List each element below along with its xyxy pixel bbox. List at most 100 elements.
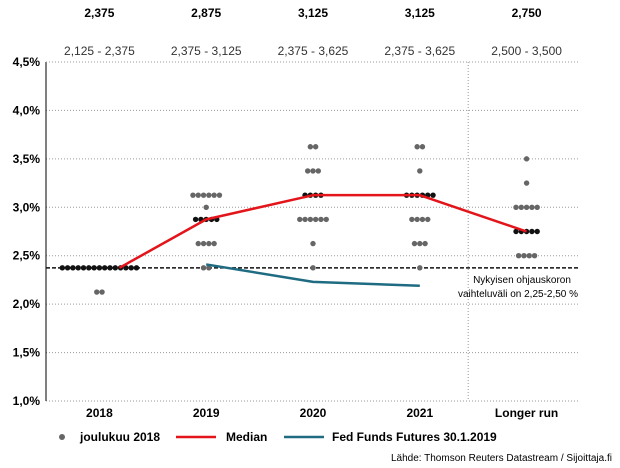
projection-dot bbox=[409, 216, 415, 223]
projection-dot bbox=[307, 216, 314, 223]
projection-dot bbox=[411, 240, 418, 247]
projection-dot bbox=[318, 216, 324, 223]
median-dot bbox=[102, 265, 108, 271]
projection-dot bbox=[417, 168, 423, 174]
header-median: 2,750 bbox=[512, 6, 542, 20]
projection-dot bbox=[422, 240, 428, 247]
median-line bbox=[118, 193, 528, 269]
projection-dot bbox=[200, 240, 207, 247]
annotation-line-2: vaihteluväli on 2,25-2,50 % bbox=[458, 289, 578, 300]
median-dot bbox=[128, 265, 134, 271]
projection-dot bbox=[315, 168, 321, 174]
projection-dot bbox=[312, 144, 319, 150]
x-tick-label: 2018 bbox=[86, 406, 113, 420]
annotation-line-1: Nykyisen ohjauskoron bbox=[473, 275, 571, 286]
projection-dot bbox=[206, 192, 212, 198]
projection-dot bbox=[305, 168, 311, 174]
y-tick-label: 2,0% bbox=[13, 297, 41, 311]
projection-dot bbox=[526, 253, 532, 259]
median-dot bbox=[529, 228, 535, 235]
projection-dot bbox=[323, 216, 329, 223]
median-dot bbox=[430, 192, 436, 198]
projection-dot bbox=[417, 265, 423, 271]
projection-dot bbox=[312, 216, 319, 223]
legend-dot-marker bbox=[59, 434, 65, 440]
projection-dot bbox=[310, 240, 316, 247]
projection-dot bbox=[302, 216, 308, 223]
projection-dot bbox=[206, 265, 212, 271]
y-tick-label: 1,5% bbox=[13, 346, 41, 360]
median-dot bbox=[112, 265, 119, 271]
projection-dot bbox=[310, 168, 316, 174]
projection-dot bbox=[523, 156, 530, 162]
projection-dot bbox=[518, 204, 524, 210]
header-median: 3,125 bbox=[298, 6, 328, 20]
median-dot bbox=[70, 265, 76, 271]
projection-dot bbox=[200, 265, 207, 271]
header-median: 3,125 bbox=[405, 6, 435, 20]
projection-dot bbox=[200, 192, 207, 198]
projection-dot bbox=[417, 240, 423, 247]
source-note: Lähde: Thomson Reuters Datastream / Sijo… bbox=[391, 453, 612, 464]
projection-dot bbox=[307, 144, 314, 150]
y-tick-label: 4,5% bbox=[13, 55, 41, 69]
y-tick-label: 4,0% bbox=[13, 103, 41, 117]
header-median: 2,875 bbox=[191, 6, 221, 20]
y-tick-label: 2,5% bbox=[13, 249, 41, 263]
projection-dot bbox=[190, 192, 196, 198]
projection-dot bbox=[521, 253, 527, 259]
projection-dot bbox=[310, 265, 316, 271]
projection-dot bbox=[211, 192, 217, 198]
median-dot bbox=[59, 265, 65, 271]
x-tick-label: 2020 bbox=[300, 406, 327, 420]
projection-dot bbox=[425, 216, 431, 223]
projection-dot bbox=[529, 204, 535, 210]
x-tick-label: 2019 bbox=[193, 406, 220, 420]
projection-dot bbox=[203, 204, 209, 210]
median-dot bbox=[123, 265, 129, 271]
header-range: 2,375 - 3,125 bbox=[171, 44, 242, 58]
header-range: 2,375 - 3,625 bbox=[384, 44, 455, 58]
median-dot bbox=[80, 265, 87, 271]
legend-label: Fed Funds Futures 30.1.2019 bbox=[332, 430, 497, 444]
median-dot bbox=[64, 265, 71, 271]
projection-dot bbox=[195, 192, 201, 198]
projection-dot bbox=[414, 144, 420, 150]
median-dot bbox=[107, 265, 113, 271]
header-range: 2,125 - 2,375 bbox=[64, 44, 135, 58]
projection-dot bbox=[297, 216, 303, 223]
median-dot bbox=[86, 265, 92, 271]
projection-dot bbox=[523, 180, 530, 186]
y-tick-label: 3,5% bbox=[13, 152, 41, 166]
projection-dot bbox=[419, 216, 426, 223]
projection-dot bbox=[523, 204, 530, 210]
projection-dot bbox=[515, 253, 522, 259]
header-median: 2,375 bbox=[84, 6, 114, 20]
header-range: 2,375 - 3,625 bbox=[278, 44, 349, 58]
median-dot bbox=[96, 265, 103, 271]
median-dot bbox=[513, 228, 519, 235]
projection-dot bbox=[211, 240, 217, 247]
x-tick-label: 2021 bbox=[406, 406, 433, 420]
projection-dot bbox=[206, 240, 212, 247]
header-range: 2,500 - 3,500 bbox=[491, 44, 562, 58]
median-dot bbox=[91, 265, 97, 271]
fed-funds-futures-line bbox=[205, 263, 420, 287]
projection-dot bbox=[99, 289, 105, 295]
projection-dot bbox=[534, 204, 540, 210]
projection-dot bbox=[419, 144, 426, 150]
projection-dot bbox=[195, 240, 201, 247]
projection-dot bbox=[414, 216, 420, 223]
projection-dot bbox=[531, 253, 538, 259]
x-tick-label: Longer run bbox=[495, 406, 558, 420]
projection-dot bbox=[94, 289, 100, 295]
median-dot bbox=[192, 216, 199, 223]
projection-dot bbox=[216, 192, 223, 198]
median-dot bbox=[534, 228, 540, 235]
y-tick-label: 3,0% bbox=[13, 200, 41, 214]
legend-label: Median bbox=[226, 430, 267, 444]
projection-dot bbox=[513, 204, 519, 210]
median-dot bbox=[75, 265, 81, 271]
